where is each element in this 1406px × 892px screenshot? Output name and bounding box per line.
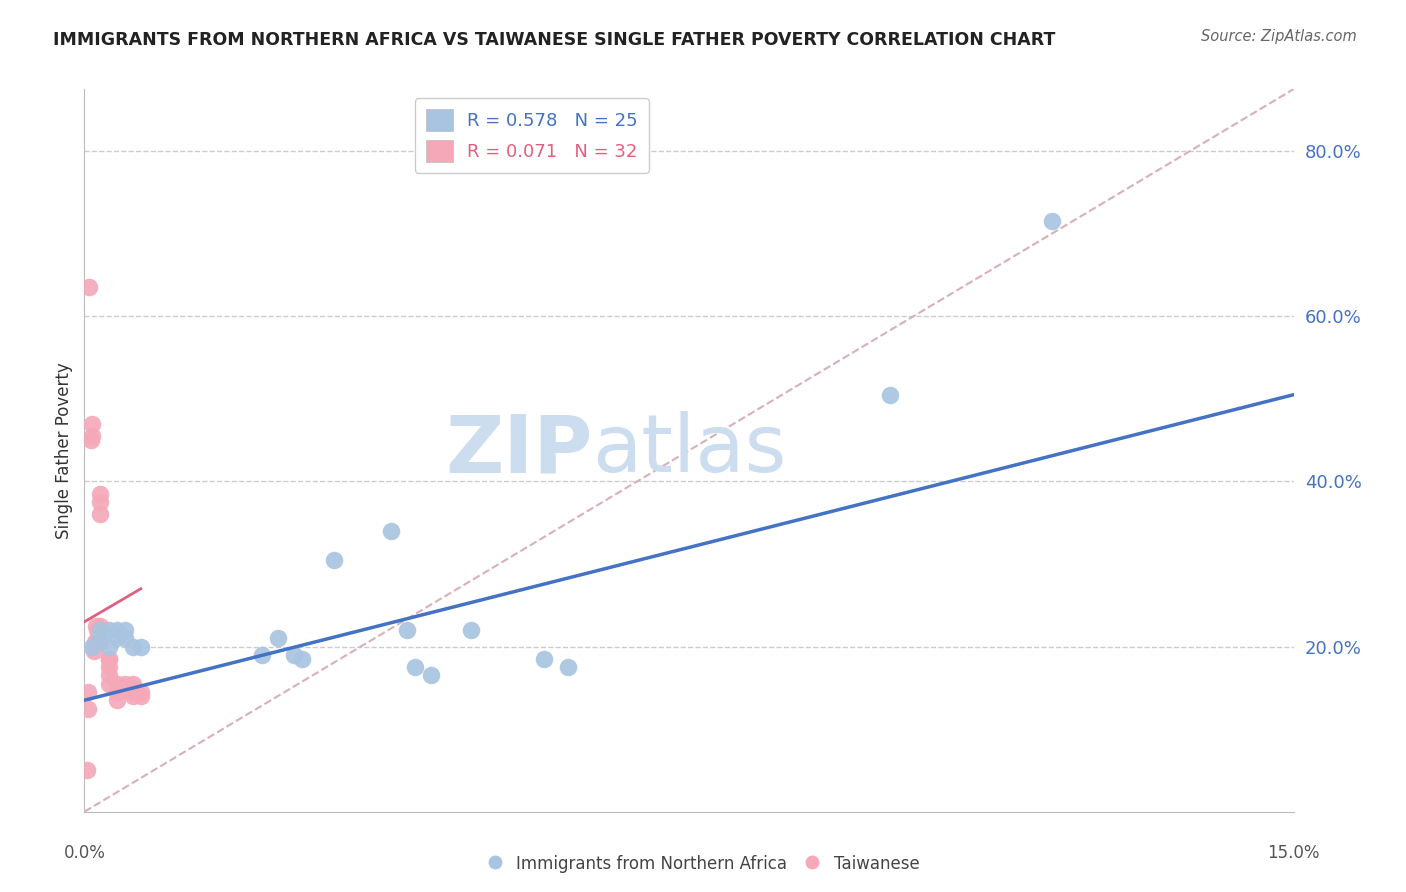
- Point: [80, 433, 103, 447]
- Point: [89, 619, 111, 633]
- Text: Source: ZipAtlas.com: Source: ZipAtlas.com: [1201, 29, 1357, 44]
- Point: [129, 640, 152, 654]
- Point: [84, 619, 107, 633]
- Point: [121, 681, 143, 695]
- Point: [1040, 214, 1063, 228]
- Legend: Immigrants from Northern Africa, Taiwanese: Immigrants from Northern Africa, Taiwane…: [479, 848, 927, 880]
- Point: [76, 764, 98, 778]
- Point: [105, 693, 128, 707]
- Point: [267, 632, 290, 646]
- Point: [283, 648, 305, 662]
- Point: [121, 640, 143, 654]
- Point: [89, 495, 111, 509]
- Point: [114, 623, 136, 637]
- Legend: R = 0.578   N = 25, R = 0.071   N = 32: R = 0.578 N = 25, R = 0.071 N = 32: [415, 98, 648, 173]
- Point: [97, 623, 120, 637]
- Point: [97, 652, 120, 666]
- Point: [121, 689, 143, 703]
- Text: atlas: atlas: [592, 411, 786, 490]
- Point: [114, 632, 136, 646]
- Text: IMMIGRANTS FROM NORTHERN AFRICA VS TAIWANESE SINGLE FATHER POVERTY CORRELATION C: IMMIGRANTS FROM NORTHERN AFRICA VS TAIWA…: [53, 31, 1056, 49]
- Point: [291, 652, 314, 666]
- Point: [83, 635, 105, 649]
- Text: 15.0%: 15.0%: [1267, 844, 1320, 863]
- Point: [97, 660, 120, 674]
- Point: [89, 623, 111, 637]
- Point: [121, 685, 143, 699]
- Point: [114, 677, 136, 691]
- Point: [250, 648, 273, 662]
- Point: [129, 689, 152, 703]
- Point: [86, 635, 108, 649]
- Point: [460, 623, 482, 637]
- Point: [97, 652, 120, 666]
- Point: [77, 685, 100, 699]
- Point: [380, 524, 402, 538]
- Point: [533, 652, 555, 666]
- Point: [77, 280, 100, 294]
- Point: [404, 660, 426, 674]
- Point: [76, 701, 98, 715]
- Point: [86, 623, 108, 637]
- Point: [105, 685, 128, 699]
- Point: [879, 388, 901, 402]
- Point: [83, 643, 105, 657]
- Point: [105, 623, 128, 637]
- Point: [97, 668, 120, 682]
- Point: [323, 553, 346, 567]
- Point: [121, 677, 143, 691]
- Text: 0.0%: 0.0%: [63, 844, 105, 863]
- Point: [105, 632, 128, 646]
- Point: [395, 623, 418, 637]
- Point: [97, 677, 120, 691]
- Point: [105, 677, 128, 691]
- Point: [89, 508, 111, 522]
- Point: [89, 487, 111, 501]
- Point: [82, 640, 104, 654]
- Point: [89, 632, 111, 646]
- Point: [89, 635, 111, 649]
- Y-axis label: Single Father Poverty: Single Father Poverty: [55, 362, 73, 539]
- Point: [82, 429, 104, 443]
- Text: ZIP: ZIP: [444, 411, 592, 490]
- Point: [557, 660, 579, 674]
- Point: [129, 685, 152, 699]
- Point: [97, 640, 120, 654]
- Point: [420, 668, 443, 682]
- Point: [82, 417, 104, 431]
